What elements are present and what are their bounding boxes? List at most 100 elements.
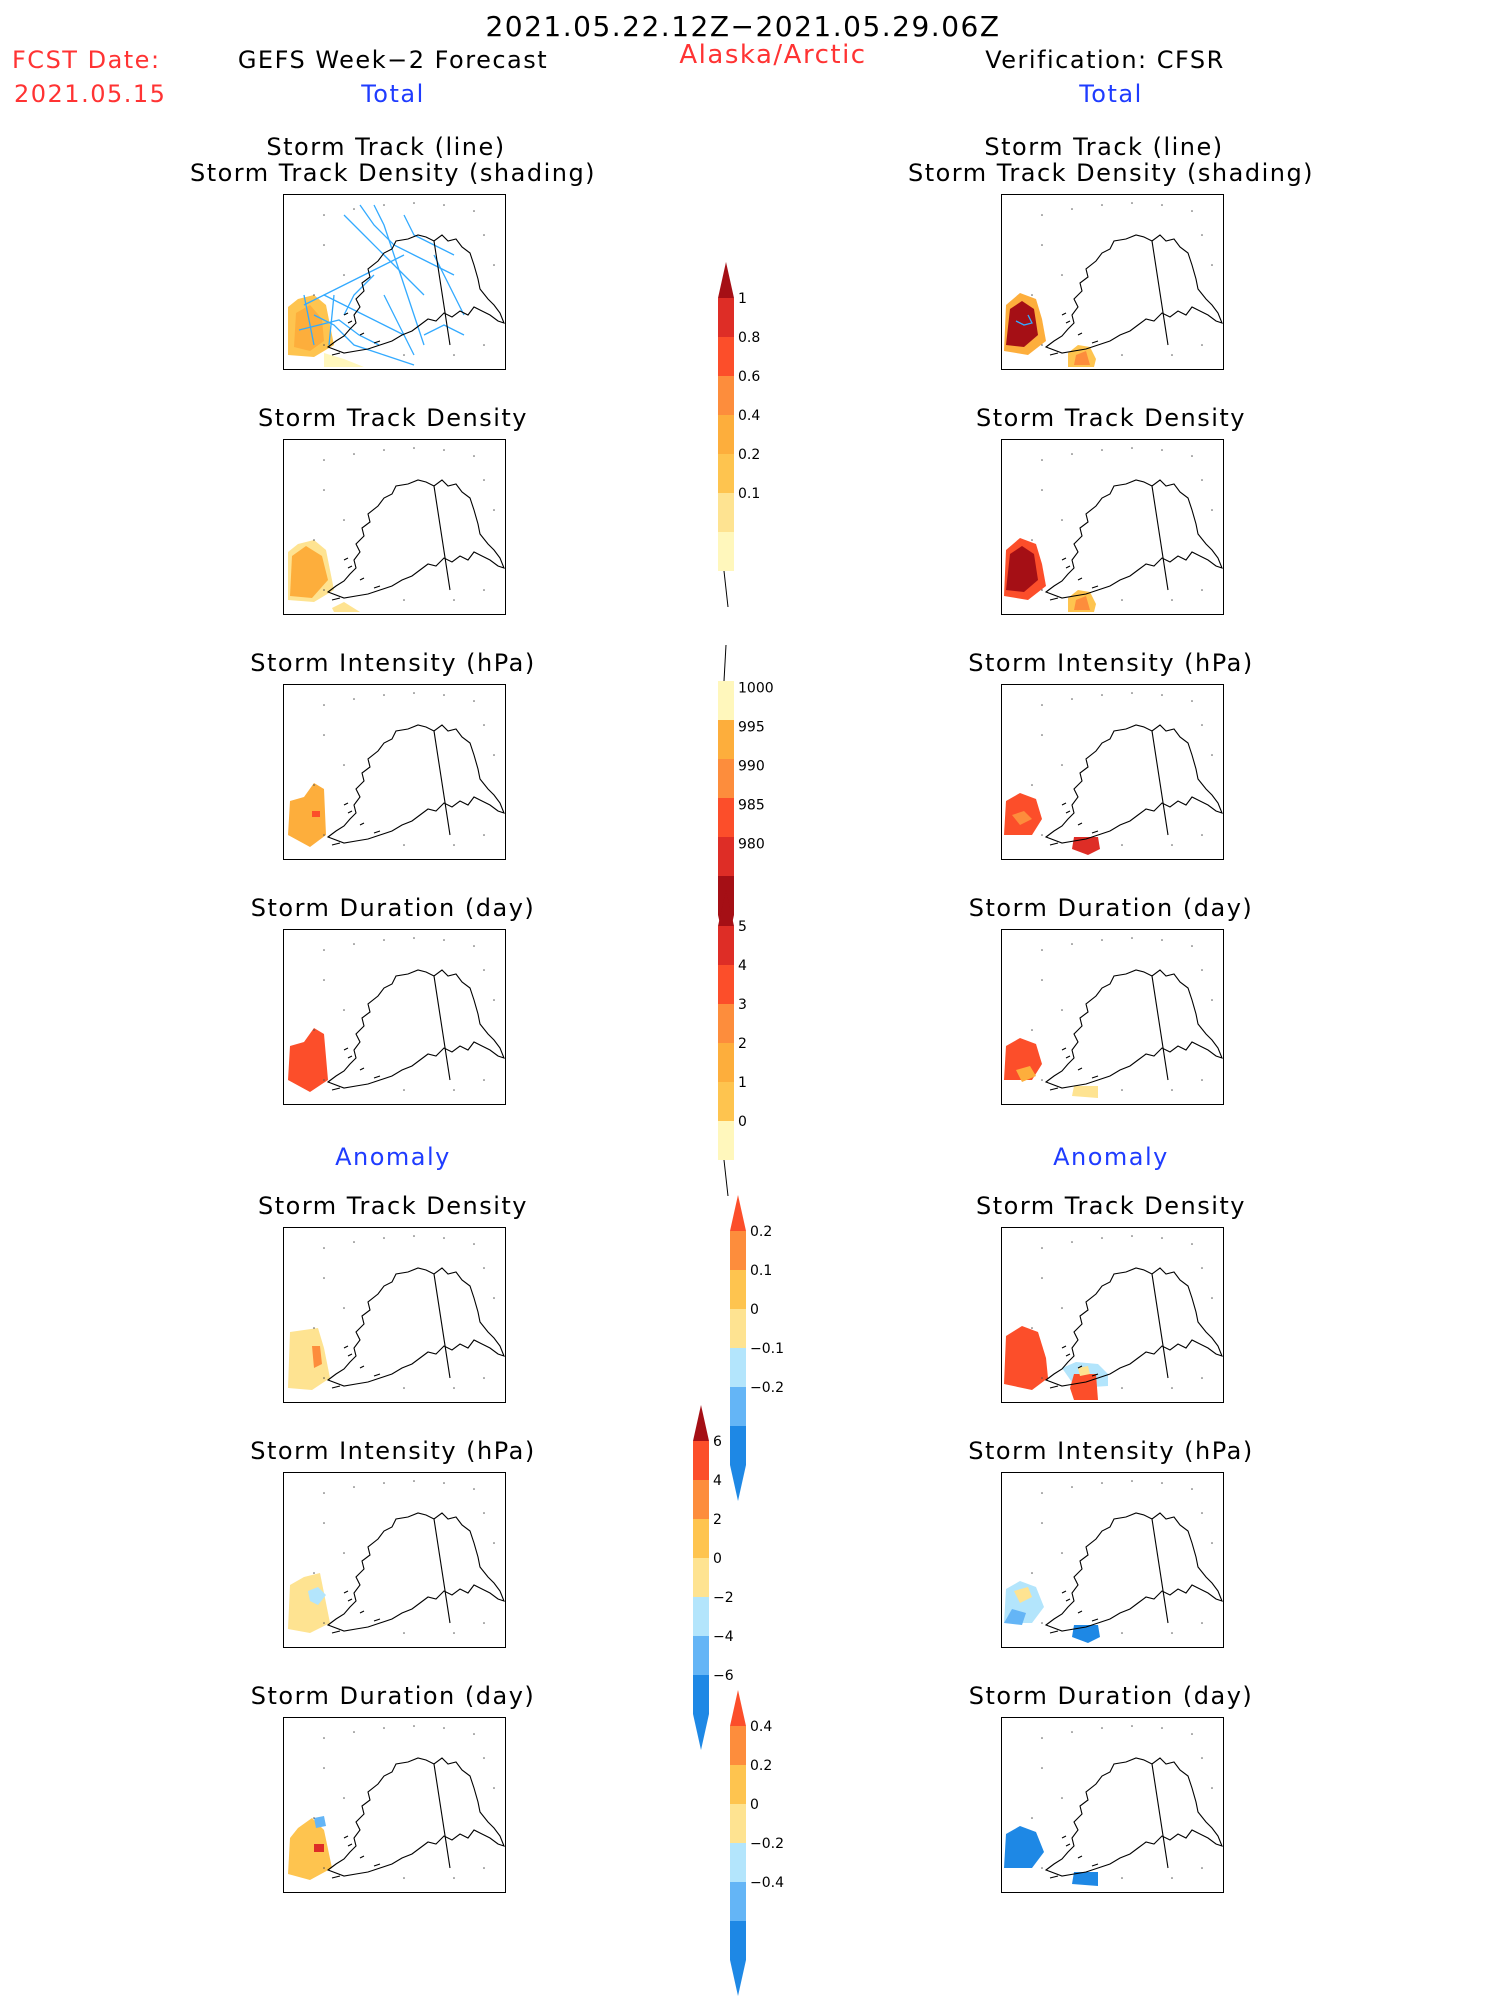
graticule-dot <box>1031 539 1033 541</box>
graticule-dot <box>1131 692 1133 694</box>
graticule-dot <box>1171 1089 1173 1091</box>
graticule-dot <box>1041 704 1043 706</box>
colorbar-tick-label: 0.8 <box>738 330 760 346</box>
graticule-dot <box>1041 489 1043 491</box>
graticule-dot <box>383 204 385 206</box>
total-label-left: Total <box>361 80 425 108</box>
colorbar-segment <box>718 532 734 571</box>
graticule-dot <box>1191 945 1193 947</box>
shaded-region <box>1070 1374 1098 1400</box>
colorbar-segment <box>730 1348 746 1387</box>
storm-track-line <box>343 274 375 316</box>
colorbar-anom-density: 0.2 0.1 0 −0.1 −0.2 <box>730 1195 820 1505</box>
graticule-dot <box>493 754 495 756</box>
island-line <box>1049 312 1099 356</box>
shaded-region <box>1004 1038 1042 1080</box>
graticule-dot <box>1101 1482 1103 1484</box>
graticule-dot <box>343 519 345 521</box>
colorbar-segment <box>730 1804 746 1843</box>
island-line <box>331 1835 381 1879</box>
map-cfsr-density <box>1001 439 1224 615</box>
colorbar-segment <box>718 298 734 337</box>
graticule-dot <box>1211 1542 1213 1544</box>
colorbar-duration: 5 4 3 2 1 0 <box>718 890 808 1200</box>
panel-title-anom-density-right: Storm Track Density <box>976 1192 1246 1220</box>
fcst-date-label: FCST Date: <box>12 46 161 74</box>
coastline <box>326 969 505 1089</box>
graticule-dot <box>1131 447 1133 449</box>
graticule-dot <box>473 700 475 702</box>
graticule-dot <box>323 489 325 491</box>
graticule-dot <box>313 784 315 786</box>
map-cfsr-intensity <box>1001 684 1224 860</box>
graticule-dot <box>383 939 385 941</box>
colorbar-segment <box>730 1309 746 1348</box>
colorbar-segment <box>718 720 734 759</box>
graticule-dot <box>1061 1307 1063 1309</box>
graticule-dot <box>343 764 345 766</box>
graticule-dot <box>1201 1377 1203 1379</box>
verification-column-title: Verification: CFSR <box>985 46 1225 74</box>
colorbar-segment <box>730 1921 746 1960</box>
colorbar-tick-label: −0.2 <box>750 1836 784 1852</box>
map-svg <box>288 1480 505 1634</box>
map-svg <box>288 1725 505 1880</box>
colorbar-svg: 5 4 3 2 1 0 <box>718 890 747 1197</box>
colorbar-top-arrow <box>723 644 727 682</box>
panel-title-duration-left: Storm Duration (day) <box>250 894 536 922</box>
map-gefs-anom-density <box>283 1227 506 1403</box>
shaded-region <box>1072 837 1100 855</box>
graticule-dot <box>1061 1797 1063 1799</box>
graticule-dot <box>353 453 355 455</box>
colorbar-top-arrow <box>718 262 734 298</box>
map-cfsr-anom-duration <box>1001 1717 1224 1893</box>
graticule-dot <box>1041 1247 1043 1249</box>
colorbar-tick-label: 1 <box>738 1075 747 1091</box>
graticule-dot <box>1101 694 1103 696</box>
graticule-dot <box>453 844 455 846</box>
colorbar-tick-label: 0 <box>750 1797 759 1813</box>
panel-title-track-line-left: Storm Track (line) <box>266 133 506 161</box>
shaded-region <box>308 1587 326 1605</box>
shaded-region <box>312 811 320 817</box>
colorbar-anom-duration: 0.4 0.2 0 −0.2 −0.4 <box>730 1690 820 2000</box>
graticule-dot <box>1211 264 1213 266</box>
graticule-dot <box>403 1877 405 1879</box>
storm-track-line <box>298 319 380 346</box>
graticule-dot <box>1071 943 1073 945</box>
shaded-region <box>1074 351 1090 365</box>
shaded-region <box>332 602 360 612</box>
graticule-dot <box>1101 1237 1103 1239</box>
island-line <box>331 1345 381 1389</box>
graticule-dot <box>473 455 475 457</box>
panel-title-anom-duration-right: Storm Duration (day) <box>968 1682 1254 1710</box>
graticule-dot <box>1041 734 1043 736</box>
graticule-dot <box>1041 344 1043 346</box>
border-line <box>433 240 451 346</box>
graticule-dot <box>323 244 325 246</box>
colorbar-tick-label: 6 <box>713 1434 722 1450</box>
shaded-region <box>324 353 364 367</box>
graticule-dot <box>1201 1622 1203 1624</box>
coastline <box>1044 1267 1223 1387</box>
coastline <box>1044 1512 1223 1632</box>
storm-track-line <box>373 204 425 346</box>
graticule-dot <box>1061 1552 1063 1554</box>
graticule-dot <box>493 1297 495 1299</box>
anomaly-label-right: Anomaly <box>1053 1143 1169 1171</box>
colorbar-segment <box>730 1843 746 1882</box>
graticule-dot <box>473 210 475 212</box>
colorbar-tick-label: 4 <box>713 1473 722 1489</box>
colorbar-bottom-arrow <box>723 570 729 608</box>
graticule-dot <box>343 274 345 276</box>
graticule-dot <box>443 1237 445 1239</box>
colorbar-tick-label: 1000 <box>738 681 774 697</box>
graticule-dot <box>1121 354 1123 356</box>
graticule-dot <box>1071 1486 1073 1488</box>
graticule-dot <box>453 1387 455 1389</box>
graticule-dot <box>1101 939 1103 941</box>
graticule-dot <box>453 1877 455 1879</box>
shaded-region <box>1004 1826 1044 1868</box>
coastline <box>326 1512 505 1632</box>
graticule-dot <box>1201 479 1203 481</box>
